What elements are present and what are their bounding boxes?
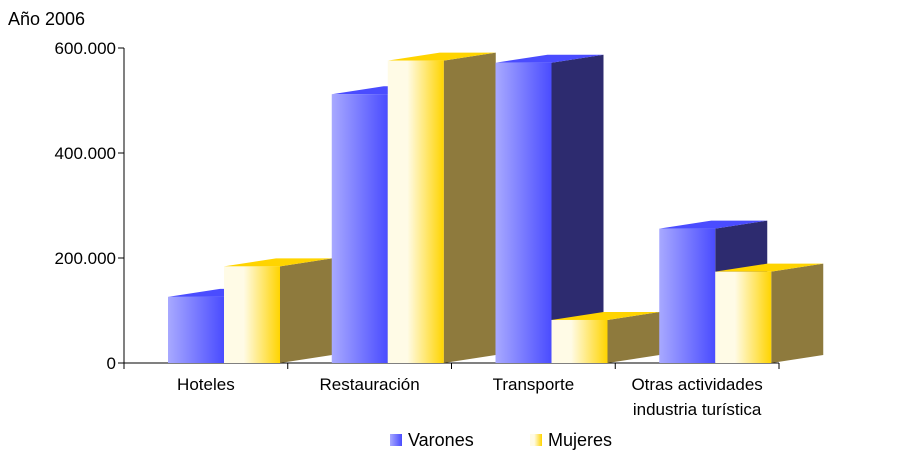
bar-front-face [551, 319, 608, 363]
bar-top-face [495, 54, 604, 63]
bar-front-face [224, 266, 280, 363]
legend-varones: Varones [390, 430, 474, 450]
legend: Varones Mujeres [390, 430, 612, 450]
bar-group [331, 52, 496, 363]
x-tick-label: Otras actividades [631, 375, 762, 394]
bar-mujeres [551, 311, 660, 363]
bar-group [168, 258, 332, 363]
bar-side-face [607, 311, 660, 363]
bar-front-face [331, 94, 388, 363]
bar-top-face [551, 311, 660, 320]
legend-swatch [530, 434, 542, 446]
x-tick-label: industria turística [633, 400, 762, 419]
legend-swatch [390, 434, 402, 446]
bar-mujeres [715, 263, 824, 363]
bar-side-face [443, 52, 496, 363]
legend-label: Mujeres [548, 430, 612, 450]
bar-side-face [280, 258, 332, 363]
bar-group [659, 220, 824, 363]
bar-mujeres [387, 52, 496, 363]
bar-front-face [659, 228, 716, 363]
bar-top-face [387, 52, 496, 61]
bar-varones [495, 54, 604, 363]
plot-area: 0 200.000 400.000 600.000 Hoteles Restauració… [55, 39, 824, 450]
x-tick-label: Restauración [320, 375, 420, 394]
bar-mujeres [224, 258, 332, 363]
y-tick-label: 0 [107, 354, 116, 373]
bar-front-face [495, 62, 552, 363]
y-tick-label: 200.000 [55, 249, 116, 268]
bar-front-face [715, 271, 772, 363]
x-tick-label: Transporte [493, 375, 575, 394]
legend-label: Varones [408, 430, 474, 450]
bar-front-face [168, 296, 224, 363]
chart-title: Año 2006 [8, 9, 85, 29]
bar-side-face [551, 54, 604, 363]
bar-side-face [771, 263, 824, 363]
legend-mujeres: Mujeres [530, 430, 612, 450]
bar-top-face [224, 258, 332, 267]
bar-group [495, 54, 660, 363]
x-tick-label: Hoteles [177, 375, 235, 394]
y-tick-label: 600.000 [55, 39, 116, 58]
bar-front-face [387, 60, 444, 363]
bar-top-face [715, 263, 824, 272]
bar-top-face [659, 220, 768, 229]
y-tick-label: 400.000 [55, 144, 116, 163]
